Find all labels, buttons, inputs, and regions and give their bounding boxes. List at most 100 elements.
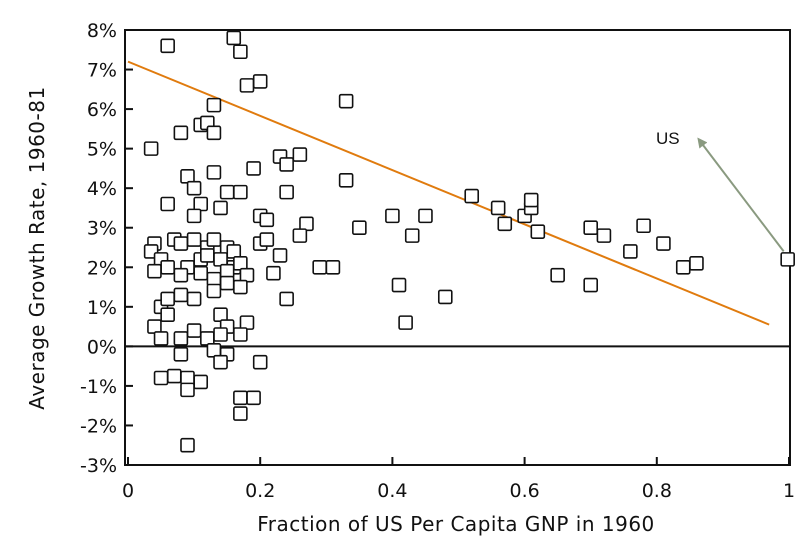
y-tick-label: -2% — [80, 415, 117, 437]
data-point — [338, 93, 354, 109]
data-point — [279, 291, 294, 307]
data-point — [160, 307, 175, 323]
data-point — [213, 252, 228, 267]
data-point — [233, 256, 248, 271]
data-point — [252, 74, 268, 89]
data-point — [780, 252, 795, 267]
data-point — [259, 232, 275, 247]
data-point — [206, 343, 222, 358]
data-point — [186, 291, 202, 307]
data-point — [623, 244, 638, 259]
data-point — [675, 259, 691, 275]
data-point — [200, 331, 215, 346]
data-point — [497, 216, 513, 232]
data-point — [226, 244, 242, 259]
data-point — [213, 200, 228, 216]
data-point — [180, 382, 195, 398]
data-point — [689, 256, 704, 271]
data-point — [233, 44, 248, 60]
x-tick-label: 0.4 — [377, 480, 407, 502]
data-point — [180, 370, 195, 386]
data-point — [398, 315, 413, 330]
data-point — [186, 323, 202, 338]
data-point — [153, 370, 169, 386]
data-point — [206, 271, 222, 287]
data-point — [550, 267, 565, 283]
data-point — [213, 354, 228, 370]
data-point — [596, 228, 612, 243]
data-point — [213, 327, 228, 342]
data-point — [385, 208, 400, 224]
data-point — [279, 157, 294, 172]
y-tick-label: 8% — [87, 20, 117, 42]
data-point — [166, 368, 182, 384]
data-points — [143, 30, 795, 453]
x-tick-label: 0.2 — [245, 480, 275, 502]
data-point — [180, 437, 195, 453]
y-axis-title: Average Growth Rate, 1960-81 — [25, 86, 49, 409]
data-point — [186, 232, 202, 247]
data-point — [233, 327, 248, 342]
trend-line — [127, 60, 770, 326]
data-point — [193, 196, 209, 212]
data-point — [259, 212, 275, 228]
data-point — [583, 277, 599, 293]
data-point — [292, 147, 308, 162]
data-point — [200, 248, 215, 263]
data-point — [325, 259, 341, 275]
us-arrow — [697, 137, 785, 252]
data-point — [186, 180, 202, 196]
data-point — [246, 161, 261, 176]
data-point — [226, 30, 242, 46]
data-point — [404, 228, 420, 243]
data-point — [153, 331, 169, 346]
data-point — [523, 192, 539, 208]
data-point — [530, 224, 546, 239]
y-tick-label: -1% — [80, 376, 117, 398]
data-point — [656, 236, 671, 251]
data-point — [143, 141, 159, 156]
data-point — [160, 38, 175, 54]
data-point — [272, 248, 288, 263]
y-tick-label: 3% — [87, 218, 117, 240]
data-point — [233, 184, 248, 200]
data-point — [636, 218, 651, 234]
data-point — [490, 200, 506, 216]
data-point — [338, 172, 354, 188]
data-point — [147, 263, 162, 279]
data-point — [213, 307, 228, 323]
data-point — [233, 390, 248, 406]
data-point — [160, 196, 175, 212]
data-point — [292, 228, 308, 243]
data-point — [206, 165, 222, 180]
x-tick-label: 1 — [783, 480, 795, 502]
x-tick-label: 0.6 — [509, 480, 539, 502]
data-point — [266, 265, 281, 281]
data-point — [418, 208, 433, 224]
y-tick-label: 7% — [87, 60, 117, 82]
data-point — [464, 188, 480, 204]
data-point — [173, 267, 189, 283]
data-point — [239, 315, 255, 330]
x-tick-label: 0 — [122, 480, 134, 502]
data-point — [239, 267, 255, 283]
y-axis-ticks: 8% 7% 6% 5% 4% 3% 2% 1% 0% -1% -2% -3% — [80, 20, 133, 477]
us-annotation: US — [656, 129, 680, 148]
data-point — [246, 390, 261, 406]
y-tick-label: 4% — [87, 178, 117, 200]
data-point — [206, 125, 222, 141]
data-point — [160, 291, 175, 307]
y-tick-label: 2% — [87, 257, 117, 279]
x-axis-title: Fraction of US Per Capita GNP in 1960 — [257, 512, 655, 536]
data-point — [206, 97, 222, 113]
data-point — [186, 208, 202, 224]
data-point — [239, 78, 255, 93]
data-point — [312, 259, 327, 275]
y-tick-label: -3% — [80, 455, 117, 477]
y-tick-label: 6% — [87, 99, 117, 121]
x-tick-label: 0.8 — [642, 480, 672, 502]
data-point — [299, 216, 314, 232]
data-point — [173, 125, 189, 141]
y-tick-label: 5% — [87, 139, 117, 161]
